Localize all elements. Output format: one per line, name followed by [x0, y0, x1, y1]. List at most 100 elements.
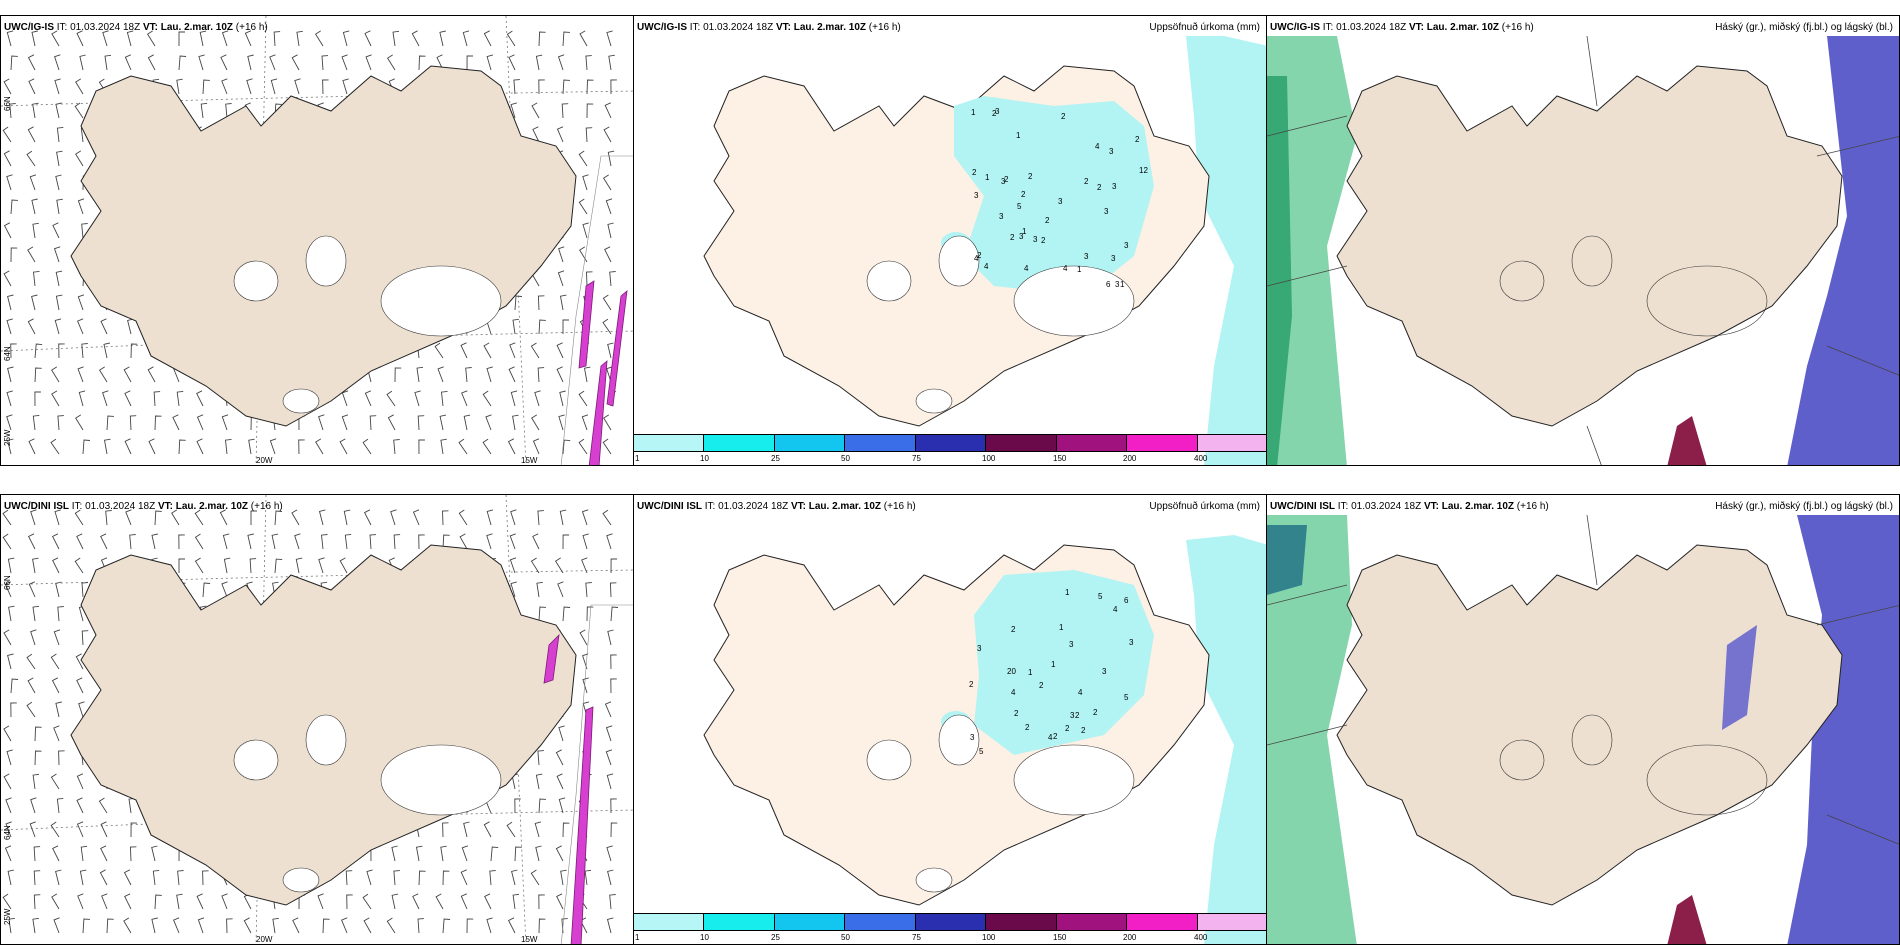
wind-barb	[50, 653, 60, 670]
wind-barb	[605, 749, 613, 766]
wind-barb	[128, 797, 136, 814]
wind-barb	[196, 414, 204, 431]
precip-streaks	[543, 633, 594, 944]
wind-barb	[605, 725, 613, 742]
wind-barb	[461, 845, 469, 862]
wind-barb	[31, 294, 38, 311]
wind-barb	[365, 54, 372, 71]
wind-barb	[100, 821, 108, 838]
wind-barb	[607, 342, 614, 359]
precip-value: 2	[1028, 172, 1033, 181]
wind-barb	[538, 798, 546, 814]
wind-panel-top: UWC/IG-IS IT: 01.03.2024 18Z VT: Lau. 2.…	[0, 15, 634, 466]
wind-barb	[607, 150, 615, 167]
wind-barb	[219, 509, 228, 526]
precip-value: 4	[1078, 688, 1083, 697]
precip-value: 2	[1039, 681, 1044, 690]
wind-barb	[292, 917, 300, 934]
wind-barb	[221, 78, 228, 95]
wind-barb	[124, 54, 132, 71]
wind-barb	[6, 390, 13, 407]
wind-barb	[27, 533, 36, 550]
wind-barb	[53, 246, 61, 263]
wind-barb	[178, 558, 185, 573]
wind-barb	[463, 414, 471, 431]
wind-barb	[578, 438, 588, 455]
wind-barb	[220, 54, 228, 71]
wind-barb	[508, 54, 516, 71]
wind-barb	[53, 725, 60, 742]
colorbar-label: 10	[700, 933, 709, 942]
wind-barb	[248, 438, 255, 455]
wind-barb	[51, 30, 60, 47]
wind-barb	[58, 343, 65, 359]
wind-barb	[76, 797, 84, 814]
precip-value: 2	[1045, 216, 1050, 225]
colorbar-label: 200	[1123, 454, 1137, 463]
lat-label-25w: 25W	[3, 908, 12, 925]
wind-barb	[342, 78, 349, 95]
wind-barb	[585, 582, 592, 598]
wind-barb	[482, 390, 492, 407]
precip-value: 6	[1106, 280, 1111, 289]
wind-barb	[486, 366, 493, 383]
wind-barb	[559, 509, 567, 526]
wind-barb	[100, 845, 108, 862]
wind-barb	[512, 414, 519, 431]
wind-barb	[54, 54, 61, 71]
wind-barb	[77, 893, 84, 910]
wind-barb	[554, 557, 564, 574]
wind-barb	[583, 366, 591, 383]
wind-barb	[442, 822, 449, 838]
panel-title: UWC/IG-IS IT: 01.03.2024 18Z VT: Lau. 2.…	[1270, 22, 1534, 33]
wind-barb	[129, 846, 137, 862]
wind-barb	[54, 318, 62, 335]
colorbar-cell	[914, 434, 987, 452]
precip-value: 2	[1093, 708, 1098, 717]
wind-barb	[123, 366, 132, 383]
wind-barb	[100, 318, 108, 335]
wind-barb	[460, 869, 468, 886]
precip-value: 1	[1051, 660, 1056, 669]
wind-barb	[104, 54, 112, 71]
wind-barb	[7, 653, 14, 670]
wind-barb	[82, 918, 90, 934]
wind-barb	[6, 174, 13, 191]
wind-barb	[482, 438, 492, 455]
wind-barb	[127, 318, 134, 335]
wind-barb	[363, 917, 372, 934]
wind-barb	[603, 126, 612, 143]
wind-barb	[202, 582, 211, 598]
wind-barb	[317, 893, 324, 910]
wind-barb	[386, 917, 396, 934]
wind-barb	[55, 294, 63, 311]
wind-barb	[535, 773, 543, 790]
wind-barb	[99, 869, 108, 886]
wind-barb	[579, 246, 588, 263]
wind-barb	[5, 821, 12, 838]
wind-barb	[537, 750, 544, 766]
wind-barb	[559, 390, 566, 407]
wind-barb	[153, 391, 161, 407]
wind-barb	[558, 797, 566, 814]
wind-barb	[10, 247, 18, 263]
wind-barb	[202, 79, 210, 95]
wind-barb	[291, 54, 300, 71]
wind-barb	[247, 54, 254, 71]
wind-barb	[3, 222, 12, 239]
wind-barb	[50, 821, 60, 838]
wind-barb	[26, 653, 36, 670]
wind-barb	[510, 509, 517, 526]
wind-barb	[32, 605, 40, 622]
precip-value: 1	[985, 173, 990, 182]
cloud-panel-bottom: UWC/DINI ISL IT: 01.03.2024 18Z VT: Lau.…	[1266, 494, 1900, 945]
wind-barb	[418, 870, 426, 886]
wind-barb	[249, 558, 257, 574]
wind-barb	[76, 533, 84, 550]
wind-barb	[530, 557, 540, 574]
wind-barb	[441, 390, 448, 407]
wind-barb	[486, 509, 494, 526]
wind-barb	[31, 198, 38, 215]
wind-barb	[76, 677, 84, 694]
wind-barb	[342, 30, 350, 47]
